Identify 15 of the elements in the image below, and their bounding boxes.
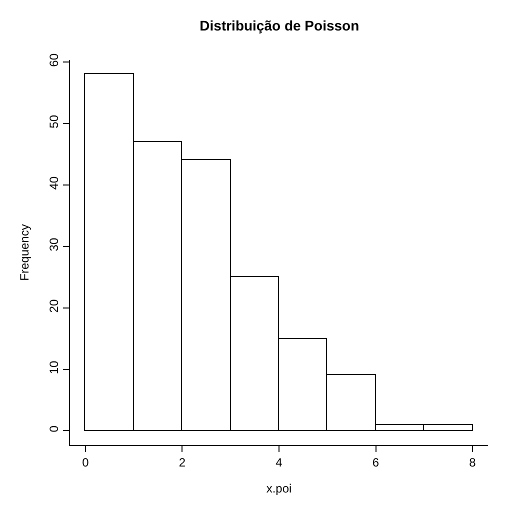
y-tick-label: 0 xyxy=(47,425,62,432)
chart-title: Distribuição de Poisson xyxy=(200,17,360,34)
y-tick-label: 20 xyxy=(47,299,62,313)
x-tick-label: 0 xyxy=(82,455,90,470)
y-tick-label: 40 xyxy=(47,176,62,190)
x-tick-label: 6 xyxy=(372,455,380,470)
y-tick-label: 50 xyxy=(47,114,62,128)
x-tick-label: 2 xyxy=(178,455,186,470)
x-axis-title: x.poi xyxy=(266,481,292,496)
y-tick-label: 60 xyxy=(47,53,62,67)
x-tick-label: 4 xyxy=(276,455,283,470)
y-axis-title: Frequency xyxy=(18,224,32,281)
y-tick-label: 10 xyxy=(47,360,62,374)
x-tick-label: 8 xyxy=(469,455,476,470)
y-tick-label: 30 xyxy=(47,238,62,252)
